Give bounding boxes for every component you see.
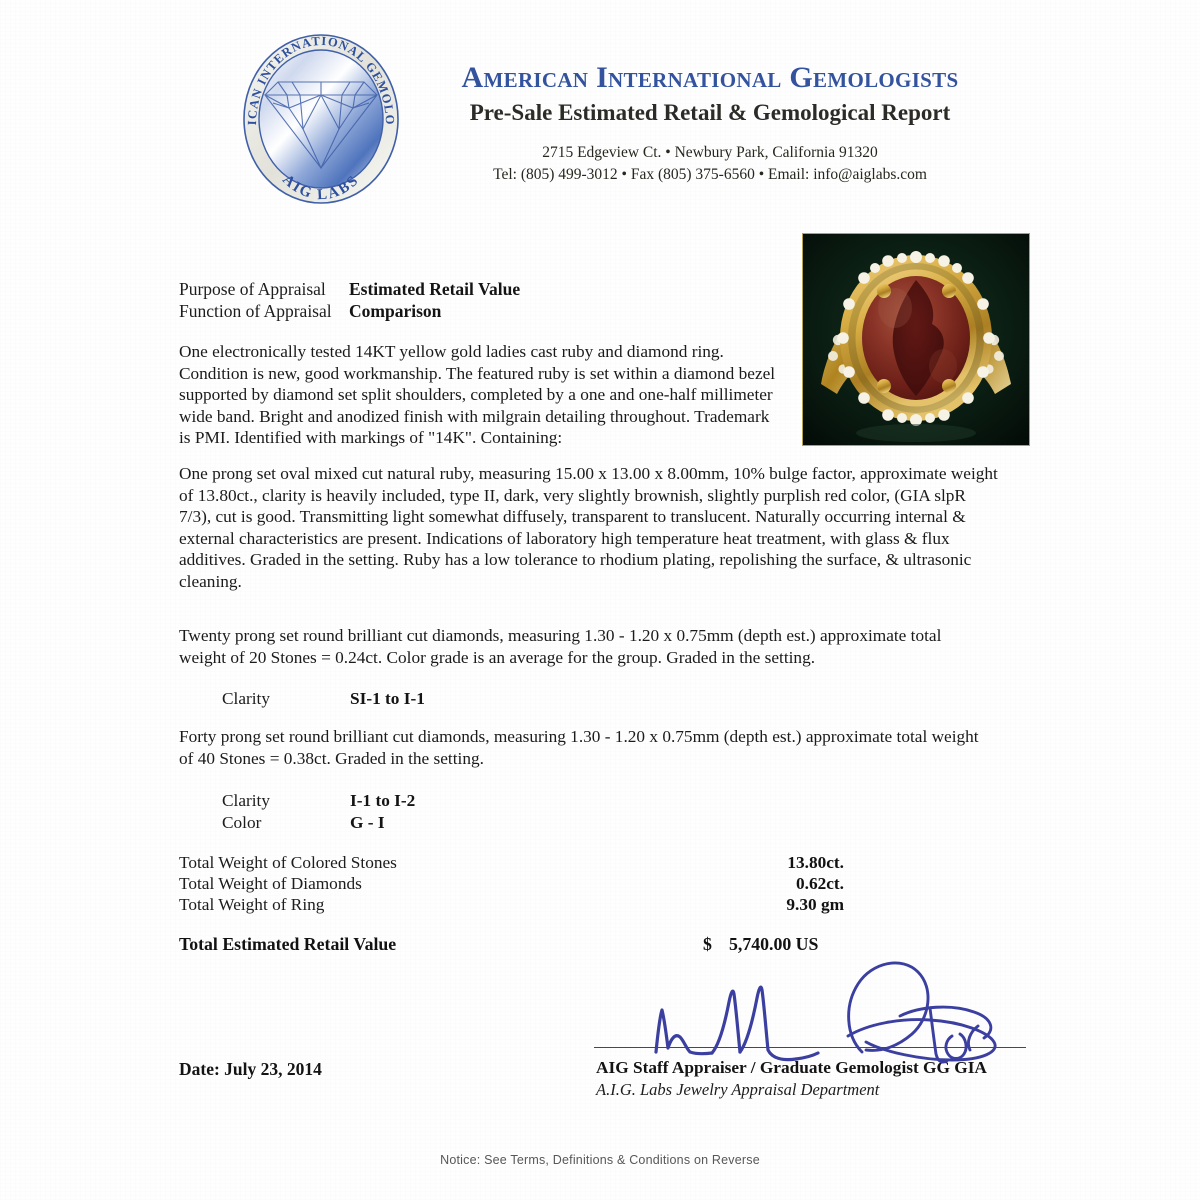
ring-photograph <box>802 233 1030 446</box>
diamond-group-1-description: Twenty prong set round brilliant cut dia… <box>179 626 942 667</box>
ring-photo-illustration <box>803 234 1029 445</box>
item-description-paragraph: One electronically tested 14KT yellow go… <box>179 342 776 448</box>
signature-line <box>594 1047 1026 1048</box>
total-colored-stones-value: 13.80ct. <box>787 853 844 872</box>
purpose-label: Purpose of Appraisal <box>179 279 326 299</box>
function-value: Comparison <box>349 301 442 321</box>
purpose-of-appraisal-row: Purpose of Appraisal Estimated Retail Val… <box>179 279 520 300</box>
clarity-value: I-1 to I-2 <box>350 791 416 810</box>
header-title-block: American International Gemologists Pre-S… <box>430 62 990 187</box>
diamond-group-2-clarity-row: Clarity I-1 to I-2 <box>222 790 415 812</box>
office-address: 2715 Edgeview Ct. • Newbury Park, Califo… <box>542 143 878 161</box>
diamond-group-2-color-row: Color G - I <box>222 812 385 834</box>
organization-name: American International Gemologists <box>461 61 959 94</box>
ruby-description-paragraph: One prong set oval mixed cut natural rub… <box>179 464 998 591</box>
total-ring-weight-label: Total Weight of Ring <box>179 895 325 914</box>
function-of-appraisal-row: Function of Appraisal Comparison <box>179 301 441 322</box>
reverse-terms-notice: Notice: See Terms, Definitions & Conditi… <box>440 1153 760 1167</box>
clarity-label: Clarity <box>222 689 270 708</box>
function-label: Function of Appraisal <box>179 301 332 321</box>
grand-total-amount: 5,740.00 US <box>729 934 819 954</box>
total-colored-stones-label: Total Weight of Colored Stones <box>179 853 397 872</box>
grand-total-currency: $ <box>703 934 712 954</box>
report-date: Date: July 23, 2014 <box>179 1059 322 1079</box>
diamond-group-1-clarity-row: Clarity SI-1 to I-1 <box>222 688 425 710</box>
total-diamonds-value: 0.62ct. <box>796 874 844 893</box>
aig-labs-seal-logo: AMERICAN INTERNATIONAL GEMOLOGISTS AIG L… <box>232 33 410 205</box>
color-label: Color <box>222 813 262 832</box>
purpose-value: Estimated Retail Value <box>349 279 521 299</box>
seal-icon: AMERICAN INTERNATIONAL GEMOLOGISTS AIG L… <box>232 33 399 204</box>
clarity-value: SI-1 to I-1 <box>350 689 425 708</box>
grand-total-label: Total Estimated Retail Value <box>179 934 397 954</box>
signer-title: AIG Staff Appraiser / Graduate Gemologis… <box>596 1058 987 1077</box>
clarity-label: Clarity <box>222 791 270 810</box>
appraisal-department: A.I.G. Labs Jewelry Appraisal Department <box>596 1080 880 1099</box>
color-value: G - I <box>350 813 385 832</box>
total-diamonds-label: Total Weight of Diamonds <box>179 874 362 893</box>
report-subtitle: Pre-Sale Estimated Retail & Gemological … <box>469 99 951 125</box>
diamond-group-2-description: Forty prong set round brilliant cut diam… <box>179 727 979 768</box>
total-ring-weight-value: 9.30 gm <box>786 895 844 914</box>
office-contact: Tel: (805) 499-3012 • Fax (805) 375-6560… <box>493 166 927 184</box>
report-header: AMERICAN INTERNATIONAL GEMOLOGISTS AIG L… <box>0 0 1200 215</box>
